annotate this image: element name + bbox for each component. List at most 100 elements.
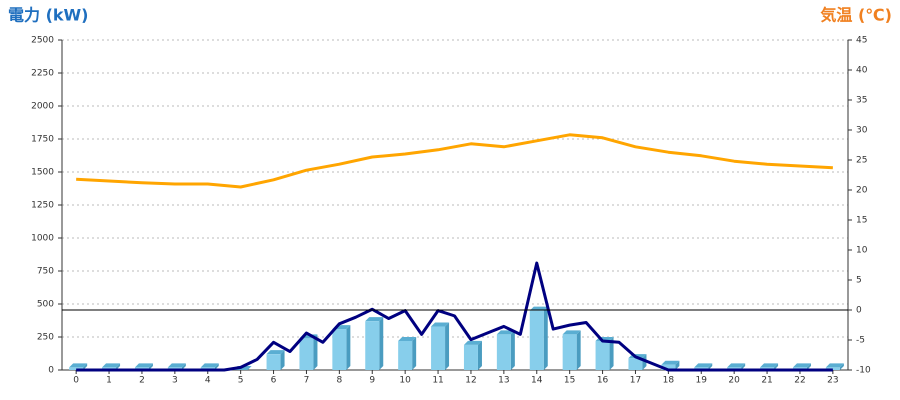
y2-tick-label: 10 <box>856 246 868 256</box>
x-tick-label: 6 <box>271 376 277 386</box>
y2-tick-label: 20 <box>856 186 868 196</box>
y-tick-label: 2250 <box>31 69 54 79</box>
y-tick-label: 1500 <box>31 168 54 178</box>
bar-top <box>562 330 581 335</box>
bar-top <box>661 360 680 365</box>
bar <box>299 338 314 370</box>
bar-side <box>839 363 844 370</box>
x-tick-label: 1 <box>106 376 112 386</box>
x-tick-label: 22 <box>794 376 805 386</box>
bar-side <box>181 363 186 370</box>
y-tick-label: 500 <box>37 300 54 310</box>
bar-top <box>760 363 779 368</box>
bar <box>661 364 676 370</box>
bar-top <box>134 363 153 368</box>
y-tick-label: 750 <box>37 267 54 277</box>
bar-top <box>266 350 285 355</box>
y2-tick-label: 5 <box>856 276 862 286</box>
bar-side <box>116 363 121 370</box>
bar-side <box>83 363 88 370</box>
bar-side <box>642 354 647 370</box>
bar-side <box>576 330 581 370</box>
x-tick-label: 9 <box>369 376 375 386</box>
x-tick-label: 0 <box>73 376 79 386</box>
bar-side <box>609 336 614 370</box>
x-tick-label: 2 <box>139 376 145 386</box>
bar-top <box>496 330 515 335</box>
x-tick-label: 21 <box>761 376 772 386</box>
line <box>76 133 833 189</box>
y2-tick-label: 45 <box>856 36 867 46</box>
bar <box>463 344 478 370</box>
y2-tick-label: 25 <box>856 156 867 166</box>
bar-top <box>398 336 417 341</box>
bar <box>595 340 610 370</box>
bar-top <box>694 363 713 368</box>
y2-tick-label: 30 <box>856 126 868 136</box>
bar-top <box>200 363 219 368</box>
bar <box>529 310 544 370</box>
bar-top <box>463 340 482 345</box>
x-tick-label: 17 <box>630 376 641 386</box>
bar-top <box>431 322 450 327</box>
bar <box>332 329 347 370</box>
bar-side <box>412 336 417 370</box>
x-tick-label: 15 <box>564 376 575 386</box>
bar-top <box>825 363 844 368</box>
bar-top <box>167 363 186 368</box>
x-tick-label: 11 <box>432 376 443 386</box>
y2-tick-label: 0 <box>856 306 862 316</box>
x-tick-label: 19 <box>696 376 708 386</box>
bar-side <box>445 322 450 370</box>
y-tick-label: 250 <box>37 333 54 343</box>
bar-top <box>365 317 384 322</box>
bar <box>365 321 380 370</box>
y-tick-label: 1750 <box>31 135 54 145</box>
bar-side <box>313 334 318 370</box>
bar-side <box>280 350 285 370</box>
x-tick-label: 20 <box>728 376 740 386</box>
bar-top <box>102 363 121 368</box>
x-tick-label: 3 <box>172 376 178 386</box>
bar-side <box>510 330 515 370</box>
x-tick-label: 5 <box>238 376 244 386</box>
bar <box>628 358 643 370</box>
y2-tick-label: -5 <box>856 336 865 346</box>
line <box>76 261 833 372</box>
bar <box>431 326 446 370</box>
y2-tick-label: -10 <box>856 366 871 376</box>
x-tick-label: 23 <box>827 376 838 386</box>
y-axis-title: 電力 (kW) <box>8 6 89 25</box>
bar-top <box>727 363 746 368</box>
bar <box>562 334 577 370</box>
x-tick-label: 4 <box>205 376 211 386</box>
x-tick-label: 13 <box>498 376 509 386</box>
bar-top <box>792 363 811 368</box>
y2-tick-label: 40 <box>856 66 868 76</box>
x-tick-label: 7 <box>304 376 310 386</box>
bar-side <box>675 360 680 370</box>
bar-side <box>214 363 219 370</box>
x-tick-label: 10 <box>399 376 411 386</box>
y2-tick-label: 35 <box>856 96 867 106</box>
bar-side <box>543 306 548 370</box>
bar <box>398 340 413 370</box>
y-tick-label: 1250 <box>31 201 54 211</box>
x-tick-label: 12 <box>465 376 476 386</box>
x-tick-label: 14 <box>531 376 543 386</box>
bar-side <box>806 363 811 370</box>
bar-side <box>477 340 482 370</box>
y2-axis-title: 気温 (℃) <box>820 6 892 25</box>
x-tick-label: 18 <box>663 376 675 386</box>
bar <box>496 334 511 370</box>
bar-side <box>741 363 746 370</box>
y-tick-label: 1000 <box>31 234 54 244</box>
y-tick-label: 0 <box>48 366 54 376</box>
bar-side <box>346 325 351 370</box>
bar-side <box>774 363 779 370</box>
bar-side <box>379 317 384 370</box>
x-tick-label: 16 <box>597 376 609 386</box>
y-tick-label: 2000 <box>31 102 54 112</box>
bar-side <box>148 363 153 370</box>
